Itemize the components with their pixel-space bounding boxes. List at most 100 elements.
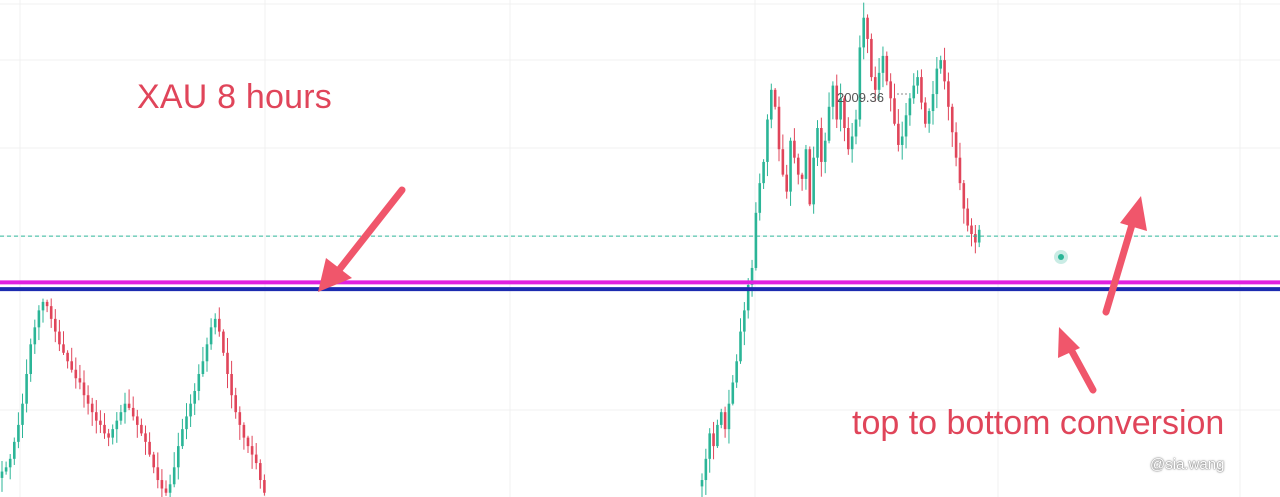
candle xyxy=(704,448,708,495)
candle xyxy=(773,88,777,110)
candle xyxy=(712,421,715,460)
candle-body xyxy=(209,327,213,345)
candle-body xyxy=(140,424,143,434)
candle xyxy=(854,109,858,145)
candle xyxy=(970,218,973,247)
candle-body xyxy=(152,454,155,468)
candle xyxy=(242,422,246,450)
candle-body xyxy=(218,318,221,332)
candle-body xyxy=(213,318,217,328)
candle-body xyxy=(242,424,246,438)
candle-body xyxy=(17,424,20,442)
candle xyxy=(234,387,237,419)
candle-body xyxy=(4,467,8,472)
candle xyxy=(263,474,266,496)
candle-body xyxy=(816,128,819,158)
candle-body xyxy=(131,407,135,417)
annotation-text: top to bottom conversion xyxy=(852,404,1225,442)
candle-body xyxy=(205,344,209,362)
candle-body xyxy=(716,424,719,447)
candle-body xyxy=(25,374,28,404)
candle-body xyxy=(862,17,865,48)
candle xyxy=(49,298,53,328)
candle-body xyxy=(766,119,769,162)
candle-body xyxy=(82,382,86,396)
candle-body xyxy=(246,437,250,447)
candle-body xyxy=(263,480,266,493)
candle-body xyxy=(58,331,61,345)
candle-body xyxy=(881,55,885,73)
candle-body xyxy=(785,174,788,192)
chart-title: XAU 8 hours xyxy=(137,78,332,116)
candle xyxy=(793,128,796,164)
candle-body xyxy=(230,374,233,396)
candle-body xyxy=(70,361,73,370)
candle-body xyxy=(831,85,835,107)
candle-body xyxy=(897,123,900,145)
candle xyxy=(222,329,225,356)
candle-body xyxy=(74,369,78,379)
candle-body xyxy=(885,55,889,82)
candle-body xyxy=(704,458,708,481)
candle-body xyxy=(115,420,119,430)
candle xyxy=(870,33,873,82)
candle xyxy=(103,413,106,439)
candle xyxy=(95,400,98,434)
candle xyxy=(136,409,139,438)
candle-body xyxy=(962,183,966,209)
candle xyxy=(66,350,69,369)
candle-body xyxy=(148,441,151,455)
candle xyxy=(127,389,131,411)
candle xyxy=(156,452,160,489)
candle xyxy=(924,97,927,128)
candle xyxy=(920,69,923,110)
candle xyxy=(197,364,201,401)
candle-body xyxy=(234,395,237,413)
candle xyxy=(160,469,164,497)
candle-body xyxy=(8,458,12,468)
candle-body xyxy=(95,412,98,421)
candle xyxy=(17,412,20,449)
candle xyxy=(897,109,900,152)
candle xyxy=(770,83,773,129)
candle xyxy=(873,66,877,102)
candle xyxy=(246,435,250,454)
candle-body xyxy=(731,382,735,404)
candle-body xyxy=(181,429,184,447)
candle xyxy=(785,164,788,199)
candle-body xyxy=(185,416,188,430)
candle-body xyxy=(172,467,176,485)
candle-body xyxy=(889,81,892,99)
candles xyxy=(0,2,981,497)
candle-body xyxy=(758,183,762,213)
candle-body xyxy=(770,89,773,120)
candle xyxy=(758,173,762,221)
candle-body xyxy=(29,344,32,374)
candle-body xyxy=(835,85,839,120)
candle xyxy=(148,432,151,457)
candle xyxy=(90,397,94,426)
candle xyxy=(107,428,110,447)
candle-body xyxy=(90,403,94,413)
candle xyxy=(700,473,704,497)
candle-body xyxy=(870,38,873,78)
candle-body xyxy=(177,446,180,468)
candle-body xyxy=(950,106,954,133)
candle-body xyxy=(943,60,946,82)
candle xyxy=(812,146,815,214)
candle-body xyxy=(107,433,110,438)
candle xyxy=(862,2,865,60)
candle-body xyxy=(974,234,977,243)
candle-body xyxy=(904,115,908,137)
candle xyxy=(54,309,57,343)
candle xyxy=(58,319,61,352)
candle xyxy=(708,428,711,473)
candle xyxy=(254,443,258,470)
candle xyxy=(808,146,812,207)
candle-body xyxy=(156,467,160,481)
arrow-up-left xyxy=(1058,327,1097,394)
candle-body xyxy=(924,102,927,124)
candle-body xyxy=(727,403,731,430)
candle xyxy=(21,393,24,439)
candle xyxy=(796,153,800,185)
